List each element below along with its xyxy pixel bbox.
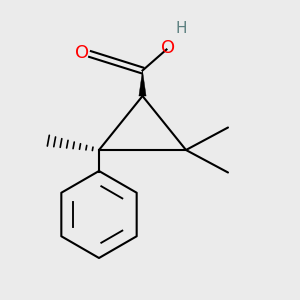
- Text: H: H: [176, 21, 187, 36]
- Text: O: O: [161, 39, 175, 57]
- Polygon shape: [139, 70, 146, 96]
- Text: O: O: [75, 44, 90, 62]
